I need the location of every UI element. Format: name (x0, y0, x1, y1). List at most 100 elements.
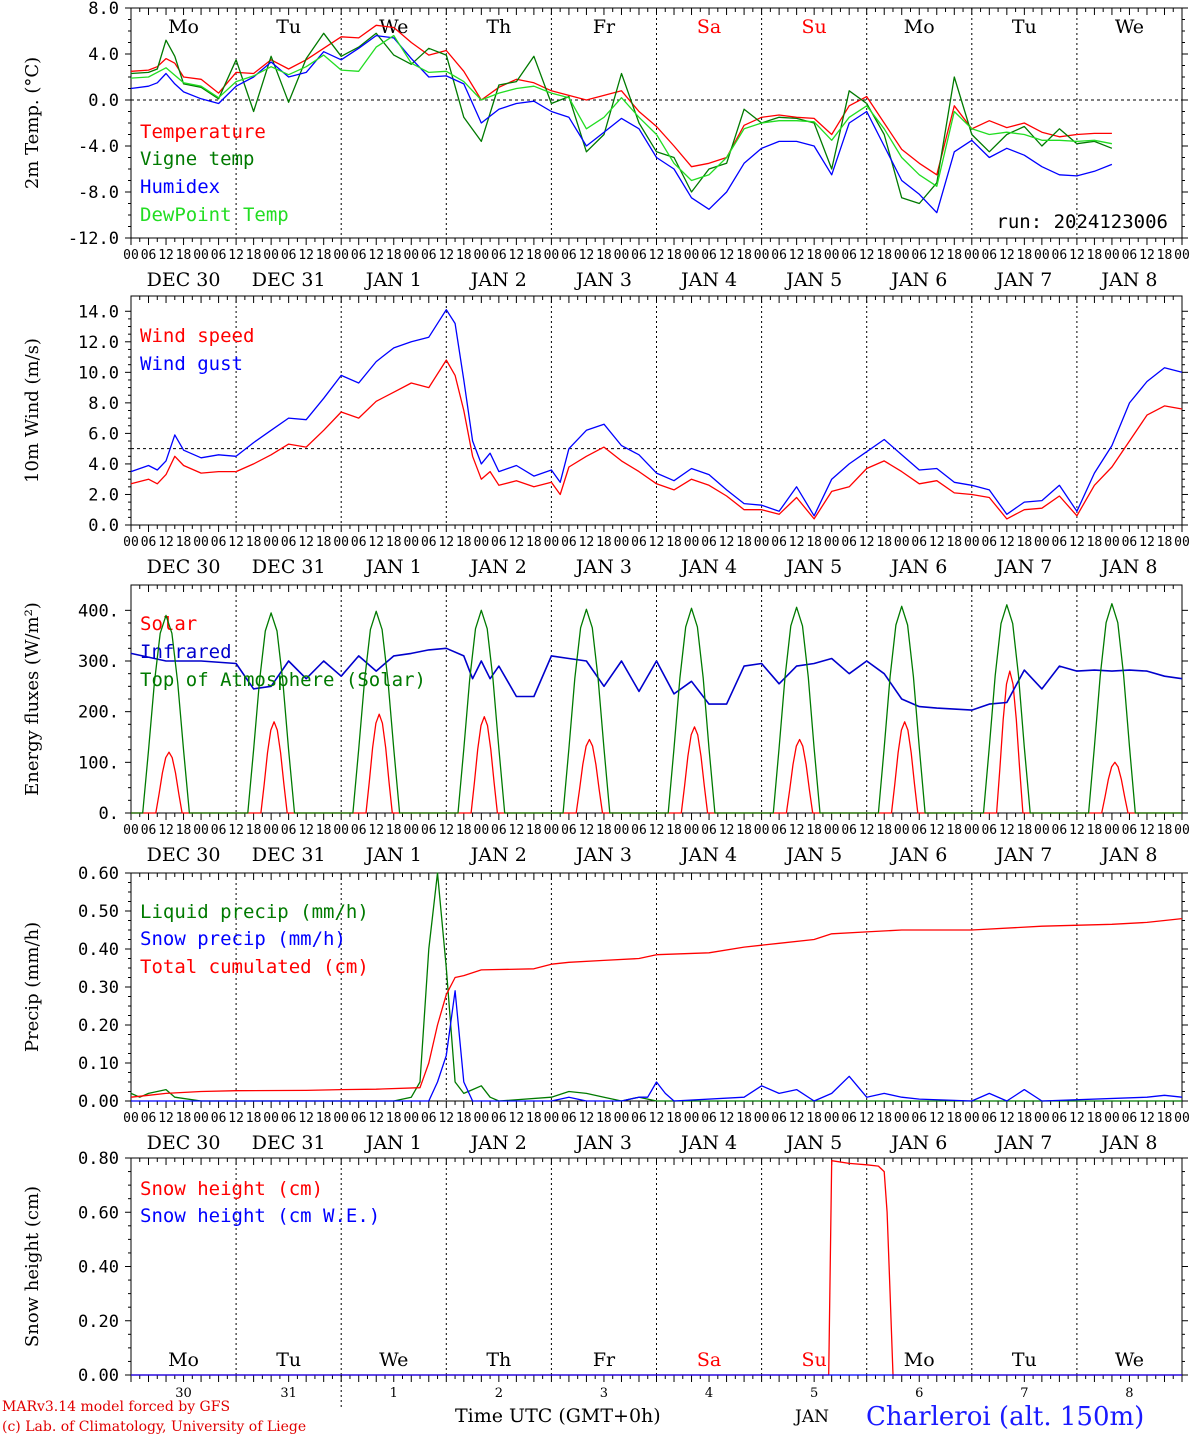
date-label: DEC 31 (252, 844, 326, 866)
hour-tick-label: 18 (526, 248, 542, 263)
hour-tick-label: 18 (386, 248, 402, 263)
legend-entry: Temperature (140, 121, 266, 143)
hour-tick-label: 12 (719, 535, 735, 550)
hour-tick-label: 00 (1174, 535, 1190, 550)
hour-tick-label: 00 (684, 823, 700, 838)
hour-tick-label: 12 (1139, 535, 1155, 550)
weekday-label: We (1115, 1349, 1144, 1371)
hour-tick-label: 00 (544, 535, 560, 550)
hour-tick-label: 18 (736, 535, 752, 550)
hour-tick-label: 06 (1052, 535, 1068, 550)
day-number-label: 7 (1020, 1386, 1028, 1401)
date-label: JAN 3 (574, 844, 632, 866)
legend-entry: Infrared (140, 641, 232, 663)
series-line-liquid-precip-mm-h (130, 872, 1182, 1102)
hour-tick-label: 18 (876, 1111, 892, 1126)
hour-tick-label: 12 (368, 535, 384, 550)
hour-tick-label: 06 (841, 248, 857, 263)
hour-tick-label: 06 (981, 1111, 997, 1126)
lab-credit: (c) Lab. of Climatology, University of L… (2, 1419, 307, 1435)
hour-tick-label: 12 (999, 1111, 1015, 1126)
y-tick-label: 0.20 (78, 1016, 119, 1036)
y-tick-label: -8.0 (78, 183, 119, 203)
hour-tick-label: 12 (789, 823, 805, 838)
hour-tick-label: 00 (1174, 248, 1190, 263)
date-label: JAN 4 (679, 556, 737, 578)
hour-tick-label: 06 (771, 823, 787, 838)
hour-tick-label: 18 (456, 1111, 472, 1126)
hour-tick-label: 12 (1069, 535, 1085, 550)
hour-tick-label: 00 (474, 248, 490, 263)
hour-tick-label: 06 (1052, 1111, 1068, 1126)
hour-tick-label: 12 (1139, 248, 1155, 263)
hour-tick-label: 06 (1122, 823, 1138, 838)
hour-tick-label: 00 (1034, 1111, 1050, 1126)
hour-tick-label: 00 (684, 1111, 700, 1126)
hour-tick-label: 18 (1017, 535, 1033, 550)
hour-tick-label: 00 (333, 535, 349, 550)
hour-tick-label: 06 (211, 248, 227, 263)
legend-entry: Humidex (140, 176, 220, 198)
hour-tick-label: 06 (421, 535, 437, 550)
y-tick-label: 100. (78, 753, 119, 773)
hour-tick-label: 00 (263, 248, 279, 263)
hour-tick-label: 18 (946, 1111, 962, 1126)
hour-tick-label: 18 (526, 823, 542, 838)
date-label: JAN 5 (784, 269, 842, 291)
panel-4: 0.60 0.50 0.40 0.30 0.20 0.10 0.00 Precip (mm/h… (22, 864, 1190, 1154)
hour-tick-label: 00 (754, 248, 770, 263)
hour-tick-label: 18 (876, 248, 892, 263)
y-tick-label: 300. (78, 652, 119, 672)
day-number-label: 2 (495, 1386, 503, 1401)
weekday-label: Mo (168, 1349, 199, 1371)
hour-tick-label: 00 (474, 535, 490, 550)
hour-tick-label: 00 (193, 1111, 209, 1126)
date-label: JAN 3 (574, 269, 632, 291)
series-line-snow-precip-mm-h (131, 990, 1183, 1102)
hour-tick-label: 12 (509, 535, 525, 550)
weekday-label: Mo (904, 16, 935, 38)
date-label: JAN 7 (994, 1132, 1052, 1154)
hour-tick-label: 06 (141, 1111, 157, 1126)
legend-entry: DewPoint Temp (140, 204, 289, 226)
hour-tick-label: 18 (806, 1111, 822, 1126)
hour-tick-label: 06 (771, 1111, 787, 1126)
hour-tick-label: 06 (1122, 248, 1138, 263)
y-tick-label: 0.30 (78, 978, 119, 998)
series-line-humidex (130, 34, 1113, 214)
hour-tick-label: 06 (211, 1111, 227, 1126)
hour-tick-label: 06 (771, 248, 787, 263)
series-line-wind-gust (130, 309, 1183, 517)
y-tick-label: 10.0 (78, 363, 119, 383)
legend-entry: Wind gust (140, 353, 243, 375)
y-tick-label: 0.40 (78, 940, 119, 960)
legend-entry: Liquid precip (mm/h) (140, 901, 369, 923)
day-number-label: 5 (810, 1386, 818, 1401)
y-tick-label: -12.0 (68, 229, 119, 249)
hour-tick-label: 00 (1034, 823, 1050, 838)
legend-entry: Snow height (cm W.E.) (140, 1205, 380, 1227)
hour-tick-label: 00 (684, 535, 700, 550)
hour-tick-label: 12 (859, 535, 875, 550)
hour-tick-label: 12 (789, 248, 805, 263)
hour-tick-label: 12 (509, 248, 525, 263)
hour-tick-label: 06 (421, 248, 437, 263)
hour-tick-label: 00 (1174, 1111, 1190, 1126)
hour-tick-label: 06 (911, 535, 927, 550)
hour-tick-label: 06 (281, 248, 297, 263)
hour-tick-label: 00 (1104, 248, 1120, 263)
y-tick-label: 0.00 (78, 1366, 119, 1386)
hour-tick-label: 06 (351, 535, 367, 550)
hour-tick-label: 12 (579, 823, 595, 838)
hour-tick-label: 00 (474, 1111, 490, 1126)
date-label: DEC 31 (252, 556, 326, 578)
date-label: JAN 6 (889, 556, 947, 578)
hour-tick-label: 12 (929, 1111, 945, 1126)
hour-tick-label: 00 (824, 248, 840, 263)
hour-tick-label: 12 (438, 823, 454, 838)
hour-tick-label: 12 (859, 823, 875, 838)
hour-tick-label: 06 (561, 535, 577, 550)
hour-tick-label: 18 (456, 823, 472, 838)
hour-tick-label: 12 (368, 1111, 384, 1126)
hour-tick-label: 18 (176, 248, 192, 263)
